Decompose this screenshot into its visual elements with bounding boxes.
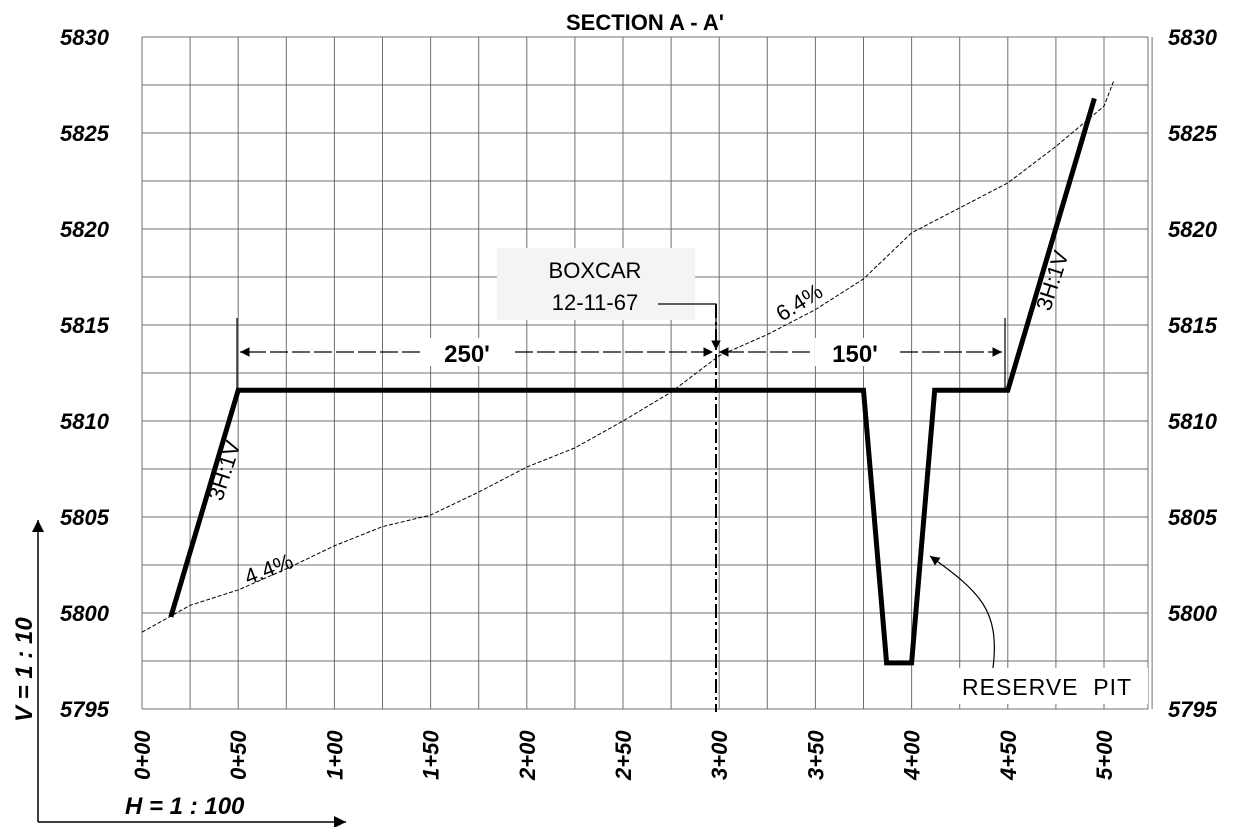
station-axis: 0+00 0+50 1+00 1+50 2+00 2+50 3+00 3+50 4+00 4+50… (130, 730, 1117, 781)
elevation-label: 5805 (1168, 505, 1218, 530)
well-note-leader (658, 303, 721, 350)
elevation-label: 5795 (60, 697, 110, 722)
elevation-label: 5795 (1168, 697, 1218, 722)
slope-label-left-fill: 3H:1V (203, 437, 246, 503)
reserve-pit-leader (929, 555, 995, 669)
elevation-label: 5815 (1168, 313, 1218, 338)
well-name: BOXCAR (549, 258, 642, 283)
station-label: 0+00 (130, 730, 155, 780)
station-label: 2+50 (611, 730, 636, 781)
elevation-label: 5815 (60, 313, 110, 338)
existing-ground-line (141, 80, 1115, 633)
elevation-label: 5805 (60, 505, 110, 530)
elevation-label: 5800 (1168, 601, 1218, 626)
ground-slope-left: 4.4% (241, 548, 297, 589)
reserve-pit-label-bg (955, 668, 1148, 704)
station-label: 4+50 (996, 730, 1021, 781)
elevation-label: 5825 (60, 121, 110, 146)
station-label: 0+50 (226, 730, 251, 780)
elevation-label: 5830 (60, 25, 110, 50)
elevation-label: 5820 (1168, 217, 1218, 242)
station-label: 1+50 (419, 730, 444, 780)
horizontal-scale-label: H = 1 : 100 (125, 793, 245, 820)
station-label: 4+00 (900, 730, 925, 781)
station-label: 2+00 (515, 730, 540, 781)
dimension-150: 150' (832, 341, 878, 368)
station-label: 3+50 (803, 730, 828, 780)
elevation-label: 5830 (1168, 25, 1218, 50)
station-label: 3+00 (707, 730, 732, 780)
finished-grade-line (168, 97, 1097, 666)
vertical-scale-label: V = 1 : 10 (11, 617, 38, 722)
elevation-label: 5820 (60, 217, 110, 242)
dimension-250: 250' (444, 341, 490, 368)
dim-knockout-250 (425, 338, 510, 366)
station-label: 5+00 (1092, 730, 1117, 780)
section-title: SECTION A - A' (566, 10, 724, 35)
elevation-axis-left: 5830 5825 5820 5815 5810 5805 5800 5795 (60, 25, 110, 722)
reserve-pit-label: RESERVE PIT (962, 674, 1132, 700)
well-note-box (497, 248, 695, 320)
well-date: 12-11-67 (552, 290, 638, 315)
grid (141, 36, 1153, 710)
dim-knockout-150 (815, 338, 895, 366)
elevation-label: 5810 (60, 409, 110, 434)
elevation-axis-right: 5830 5825 5820 5815 5810 5805 5800 5795 (1168, 25, 1218, 722)
ground-slope-right: 6.4% (771, 278, 827, 326)
slope-label-right-cut: 3H:1V (1031, 247, 1074, 313)
elevation-label: 5825 (1168, 121, 1218, 146)
elevation-label: 5800 (60, 601, 110, 626)
station-label: 1+00 (322, 730, 347, 780)
elevation-label: 5810 (1168, 409, 1218, 434)
